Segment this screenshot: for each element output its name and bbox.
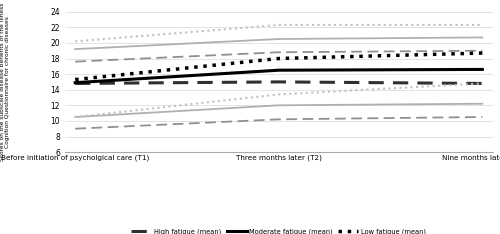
Legend: High fatigue (mean), High fatigue +1 sd, High fatigue -1 sd, Moderate fatigue (m: High fatigue (mean), High fatigue +1 sd,… (132, 228, 426, 234)
Text: Scores on the subscale disease benefits of the Illness
Cognition Questionnaire f: Scores on the subscale disease benefits … (0, 3, 10, 161)
